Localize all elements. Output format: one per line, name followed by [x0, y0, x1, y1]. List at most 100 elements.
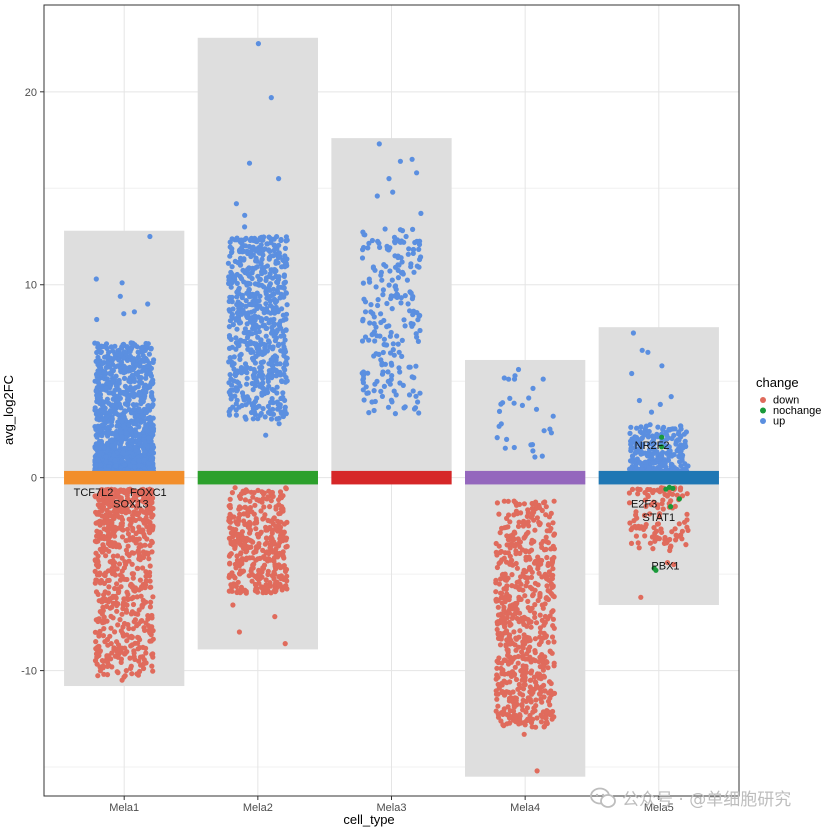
- point-up: [128, 387, 134, 393]
- point-up: [105, 467, 111, 473]
- point-down: [539, 507, 545, 514]
- point-up: [117, 395, 123, 401]
- point-down: [529, 605, 535, 611]
- point-down: [650, 489, 656, 496]
- point-down: [538, 719, 545, 725]
- point-up: [631, 445, 637, 451]
- point-up: [96, 370, 102, 376]
- point-up: [397, 158, 403, 164]
- point-up: [639, 466, 645, 472]
- point-up: [265, 403, 271, 409]
- point-up: [257, 235, 263, 241]
- point-up: [386, 282, 392, 288]
- x-tick-label-mela4: Mela4: [510, 802, 540, 814]
- point-up: [144, 363, 151, 369]
- point-up: [648, 451, 654, 457]
- point-down: [501, 678, 507, 684]
- point-up: [93, 446, 99, 452]
- point-down: [125, 622, 131, 628]
- point-up: [150, 377, 156, 383]
- point-down: [234, 533, 240, 539]
- point-down: [118, 584, 124, 590]
- point-down: [515, 523, 522, 530]
- point-up: [648, 409, 655, 415]
- point-down: [673, 532, 679, 538]
- point-down: [659, 501, 665, 507]
- point-up: [93, 276, 99, 282]
- point-down: [229, 490, 235, 496]
- point-up: [392, 253, 398, 259]
- point-up: [230, 404, 236, 410]
- point-down: [122, 559, 128, 565]
- point-up: [649, 455, 655, 461]
- point-down: [249, 566, 255, 572]
- point-up: [376, 141, 382, 147]
- point-down: [514, 565, 521, 571]
- point-nochange: [653, 567, 659, 573]
- cluster-bands: [64, 470, 719, 485]
- point-down: [521, 614, 527, 620]
- point-down: [498, 548, 504, 555]
- point-down: [505, 550, 511, 556]
- point-down: [273, 579, 279, 585]
- point-down: [99, 534, 105, 540]
- point-up: [135, 349, 141, 355]
- point-up: [256, 373, 262, 379]
- point-up: [144, 358, 150, 364]
- point-down: [546, 709, 552, 715]
- point-down: [498, 590, 504, 596]
- point-up: [96, 450, 103, 456]
- point-down: [520, 663, 526, 669]
- point-down: [235, 519, 241, 526]
- point-up: [401, 405, 407, 411]
- point-up: [258, 381, 264, 387]
- point-down: [262, 556, 268, 562]
- point-up: [378, 311, 384, 317]
- point-down: [539, 652, 545, 658]
- point-up: [394, 291, 400, 297]
- point-down: [501, 498, 507, 504]
- point-up: [280, 329, 286, 335]
- point-down: [114, 608, 120, 614]
- point-down: [119, 534, 126, 540]
- point-down: [128, 643, 134, 649]
- point-up: [389, 362, 395, 368]
- point-down: [542, 601, 548, 607]
- point-up: [397, 369, 403, 375]
- point-up: [502, 445, 508, 451]
- point-up: [664, 432, 670, 438]
- point-up: [148, 365, 154, 371]
- point-down: [671, 561, 677, 568]
- point-down: [282, 641, 288, 647]
- point-up: [123, 408, 129, 414]
- point-up: [145, 301, 151, 307]
- point-down: [93, 646, 99, 652]
- point-up: [247, 237, 253, 243]
- point-down: [678, 532, 684, 538]
- point-up: [132, 464, 138, 470]
- point-down: [521, 682, 527, 688]
- point-up: [267, 302, 274, 309]
- point-up: [374, 193, 380, 199]
- point-up: [94, 416, 100, 422]
- point-down: [143, 620, 149, 626]
- point-down: [244, 488, 250, 494]
- point-up: [120, 450, 126, 456]
- point-down: [513, 551, 519, 557]
- point-up: [278, 236, 284, 243]
- point-down: [92, 494, 99, 500]
- point-up: [414, 263, 420, 269]
- x-tick-label-mela2: Mela2: [243, 802, 273, 814]
- point-down: [545, 665, 551, 671]
- point-up: [655, 424, 661, 430]
- point-down: [119, 611, 125, 617]
- point-down: [648, 502, 654, 508]
- point-down: [271, 588, 277, 594]
- point-down: [103, 546, 109, 552]
- point-down: [94, 511, 100, 517]
- point-up: [395, 341, 401, 347]
- point-up: [229, 249, 235, 255]
- point-down: [109, 518, 115, 525]
